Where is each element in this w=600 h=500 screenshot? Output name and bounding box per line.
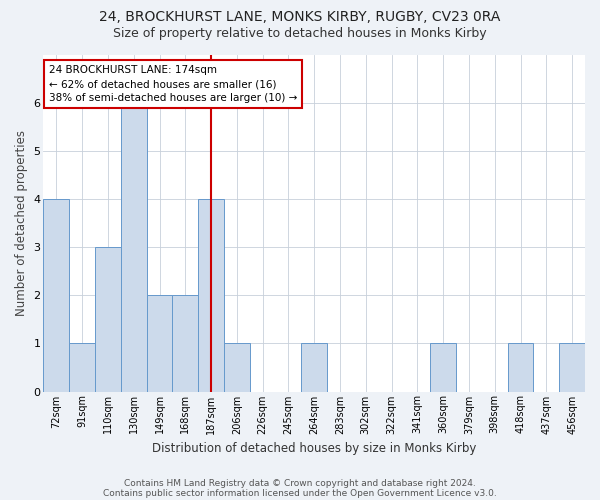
Bar xyxy=(172,296,198,392)
Bar xyxy=(559,344,585,392)
Y-axis label: Number of detached properties: Number of detached properties xyxy=(15,130,28,316)
Bar xyxy=(198,199,224,392)
Bar xyxy=(43,199,69,392)
Bar xyxy=(508,344,533,392)
Text: Contains public sector information licensed under the Open Government Licence v3: Contains public sector information licen… xyxy=(103,488,497,498)
X-axis label: Distribution of detached houses by size in Monks Kirby: Distribution of detached houses by size … xyxy=(152,442,476,455)
Bar xyxy=(224,344,250,392)
Text: 24, BROCKHURST LANE, MONKS KIRBY, RUGBY, CV23 0RA: 24, BROCKHURST LANE, MONKS KIRBY, RUGBY,… xyxy=(100,10,500,24)
Bar xyxy=(146,296,172,392)
Bar xyxy=(95,248,121,392)
Bar xyxy=(121,103,146,392)
Text: Size of property relative to detached houses in Monks Kirby: Size of property relative to detached ho… xyxy=(113,28,487,40)
Bar xyxy=(69,344,95,392)
Bar xyxy=(301,344,327,392)
Text: Contains HM Land Registry data © Crown copyright and database right 2024.: Contains HM Land Registry data © Crown c… xyxy=(124,478,476,488)
Text: 24 BROCKHURST LANE: 174sqm
← 62% of detached houses are smaller (16)
38% of semi: 24 BROCKHURST LANE: 174sqm ← 62% of deta… xyxy=(49,65,297,103)
Bar xyxy=(430,344,456,392)
